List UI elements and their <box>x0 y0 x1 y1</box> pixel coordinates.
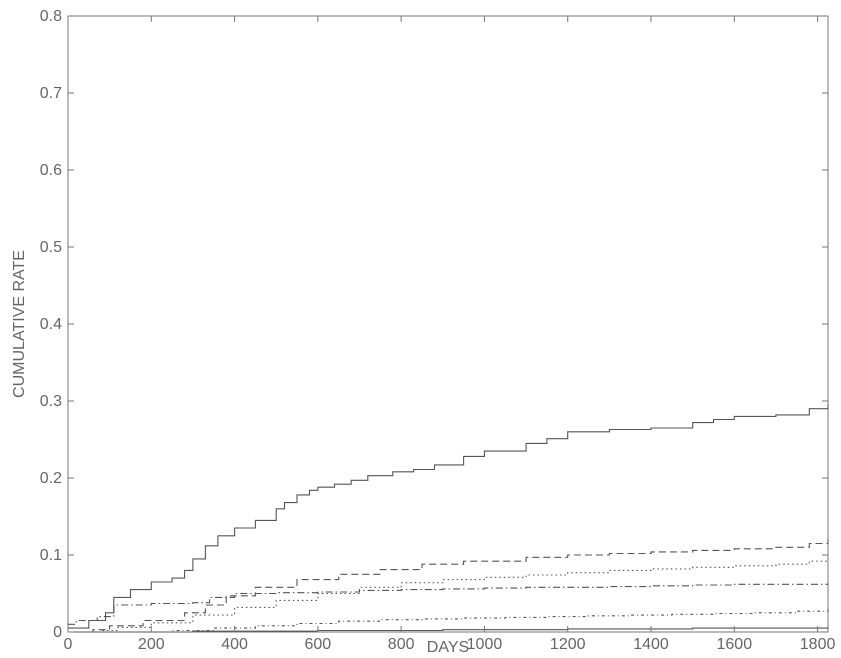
x-tick-label: 200 <box>138 636 165 653</box>
y-tick-label: 0.4 <box>40 316 62 333</box>
x-tick-label: 600 <box>305 636 332 653</box>
y-tick-label: 0.8 <box>40 8 62 25</box>
y-tick-label: 0.7 <box>40 85 62 102</box>
x-tick-label: 1800 <box>800 636 836 653</box>
ticks-group: 0 200 400 600 800 1000 1200 1400 1600 1800 0 0.1 0.2… <box>40 8 836 653</box>
x-tick-label: 1000 <box>467 636 503 653</box>
y-tick-label: 0.6 <box>40 162 62 179</box>
x-tick-label: 400 <box>221 636 248 653</box>
series-line-1 <box>68 404 829 629</box>
series-line-2 <box>68 539 829 633</box>
series-line-6 <box>68 627 829 633</box>
series-group <box>68 404 829 633</box>
y-tick-label: 0.2 <box>40 470 62 487</box>
series-line-4 <box>68 583 829 625</box>
y-axis-label: CUMULATIVE RATE <box>11 250 28 398</box>
y-tick-label: 0 <box>53 624 62 641</box>
series-line-5 <box>68 608 829 633</box>
plot-area-frame <box>67 15 829 633</box>
x-tick-label: 800 <box>388 636 415 653</box>
y-tick-label: 0.1 <box>40 547 62 564</box>
x-axis-label: DAYS <box>427 639 469 656</box>
y-tick-label: 0.5 <box>40 239 62 256</box>
x-tick-label: 1200 <box>550 636 586 653</box>
x-tick-label: 1400 <box>633 636 669 653</box>
x-tick-label: 0 <box>64 636 73 653</box>
x-tick-label: 1600 <box>717 636 753 653</box>
y-tick-label: 0.3 <box>40 393 62 410</box>
